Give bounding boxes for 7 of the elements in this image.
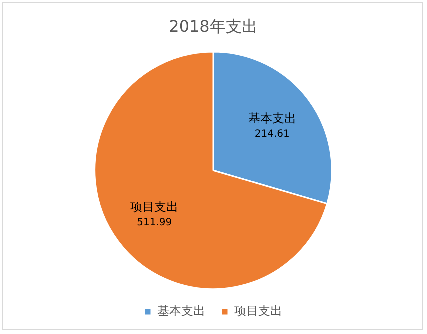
data-label: 214.61 (254, 129, 290, 140)
data-label: 511.99 (137, 217, 172, 228)
chart-title: 2018年支出 (169, 16, 258, 36)
slice-label: 项目支出 (130, 200, 179, 214)
slice-label: 基本支出 (248, 112, 296, 126)
legend-label: 项目支出 (234, 304, 282, 318)
legend-label: 基本支出 (158, 304, 206, 318)
